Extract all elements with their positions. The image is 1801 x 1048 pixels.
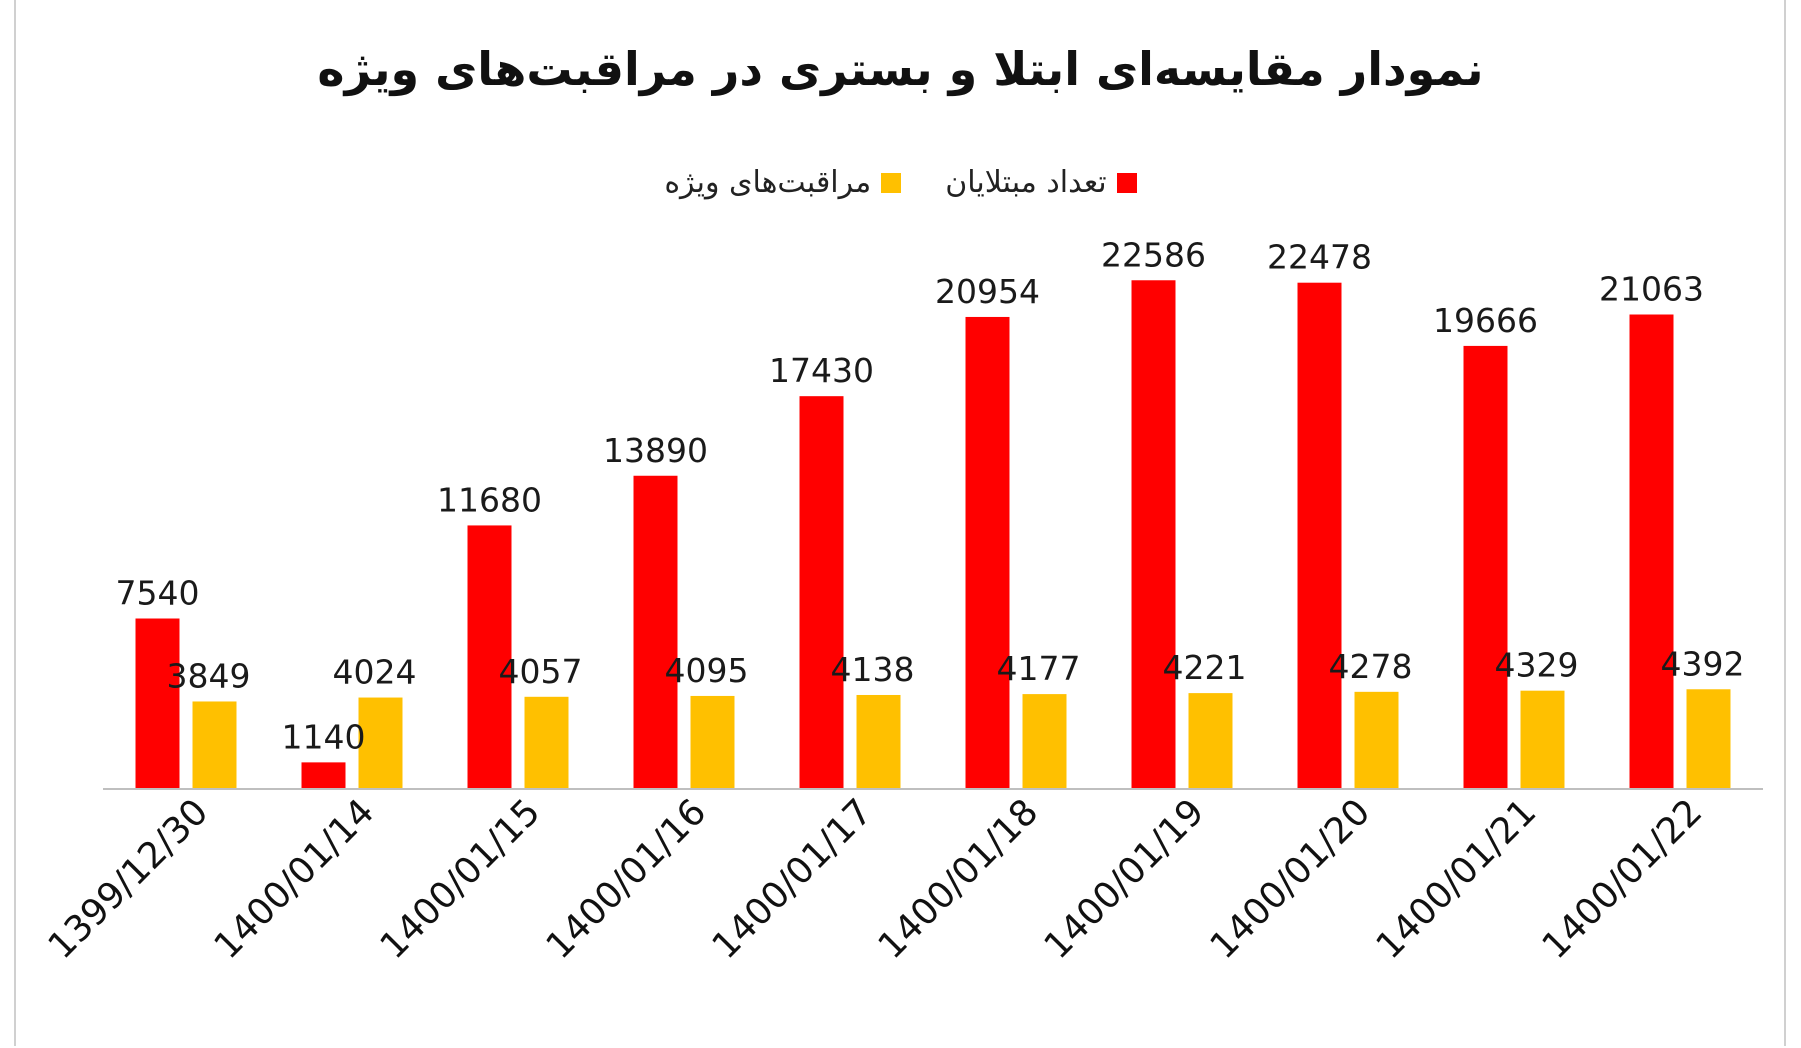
bar-series-1-6 [1188,693,1233,788]
bar-series-0-9 [1629,314,1674,788]
legend-swatch-series-1 [881,172,902,193]
data-label-series-0-8: 19666 [1433,301,1538,340]
bar-series-1-7 [1354,691,1399,788]
bar-series-0-1 [301,762,346,788]
data-label-series-0-2: 11680 [437,480,542,519]
x-tick-label-5: 1400/01/18 [871,791,1047,967]
data-label-series-1-7: 4278 [1329,647,1413,686]
legend-label-series-1: مراقبت‌های ویژه [664,165,872,200]
bar-series-1-8 [1520,690,1565,788]
x-tick-label-1: 1400/01/14 [207,791,383,967]
bar-series-1-2 [524,696,569,788]
data-label-series-0-6: 22586 [1101,235,1206,274]
data-label-series-1-5: 4177 [997,649,1081,688]
data-label-series-0-9: 21063 [1599,270,1704,309]
legend-label-series-0: تعداد مبتلایان [945,165,1107,200]
x-tick-label-0: 1399/12/30 [41,791,217,967]
data-label-series-0-0: 7540 [116,574,200,613]
data-label-series-1-6: 4221 [1163,648,1247,687]
x-tick-label-4: 1400/01/17 [705,791,881,967]
bar-series-1-9 [1686,689,1731,788]
data-label-series-1-1: 4024 [333,653,417,692]
x-tick-label-6: 1400/01/19 [1037,791,1213,967]
data-label-series-0-5: 20954 [935,272,1040,311]
bar-series-0-8 [1463,345,1508,788]
bar-series-0-7 [1297,282,1342,788]
bar-series-1-1 [358,697,403,788]
bar-series-1-0 [192,701,237,788]
data-label-series-1-4: 4138 [831,650,915,689]
x-tick-label-2: 1400/01/15 [373,791,549,967]
x-tick-label-3: 1400/01/16 [539,791,715,967]
data-label-series-1-0: 3849 [167,656,251,695]
data-label-series-0-1: 1140 [282,717,366,756]
data-label-series-0-4: 17430 [769,351,874,390]
bar-series-1-4 [856,694,901,788]
data-label-series-1-3: 4095 [665,651,749,690]
bar-series-1-5 [1022,694,1067,788]
legend-item-series-0: تعداد مبتلایان [945,165,1137,200]
data-label-series-1-2: 4057 [499,652,583,691]
bar-series-0-3 [633,475,678,788]
chart-frame [14,0,1786,1046]
bar-series-0-0 [135,618,180,788]
data-label-series-0-3: 13890 [603,431,708,470]
legend-swatch-series-0 [1116,172,1137,193]
data-label-series-1-8: 4329 [1495,646,1579,685]
chart-title: نمودار مقایسه‌ای ابتلا و بستری در مراقبت… [317,42,1484,96]
data-label-series-0-7: 22478 [1267,238,1372,277]
bar-series-0-4 [799,396,844,788]
x-tick-label-7: 1400/01/20 [1203,791,1379,967]
data-label-series-1-9: 4392 [1661,644,1745,683]
bar-series-1-3 [690,695,735,788]
legend-item-series-1: مراقبت‌های ویژه [664,165,902,200]
bar-series-0-2 [467,525,512,788]
x-tick-label-9: 1400/01/22 [1535,791,1711,967]
chart-legend: تعداد مبتلایان مراقبت‌های ویژه [0,165,1801,200]
bar-series-0-5 [965,316,1010,788]
bar-series-0-6 [1131,280,1176,788]
x-tick-label-8: 1400/01/21 [1369,791,1545,967]
